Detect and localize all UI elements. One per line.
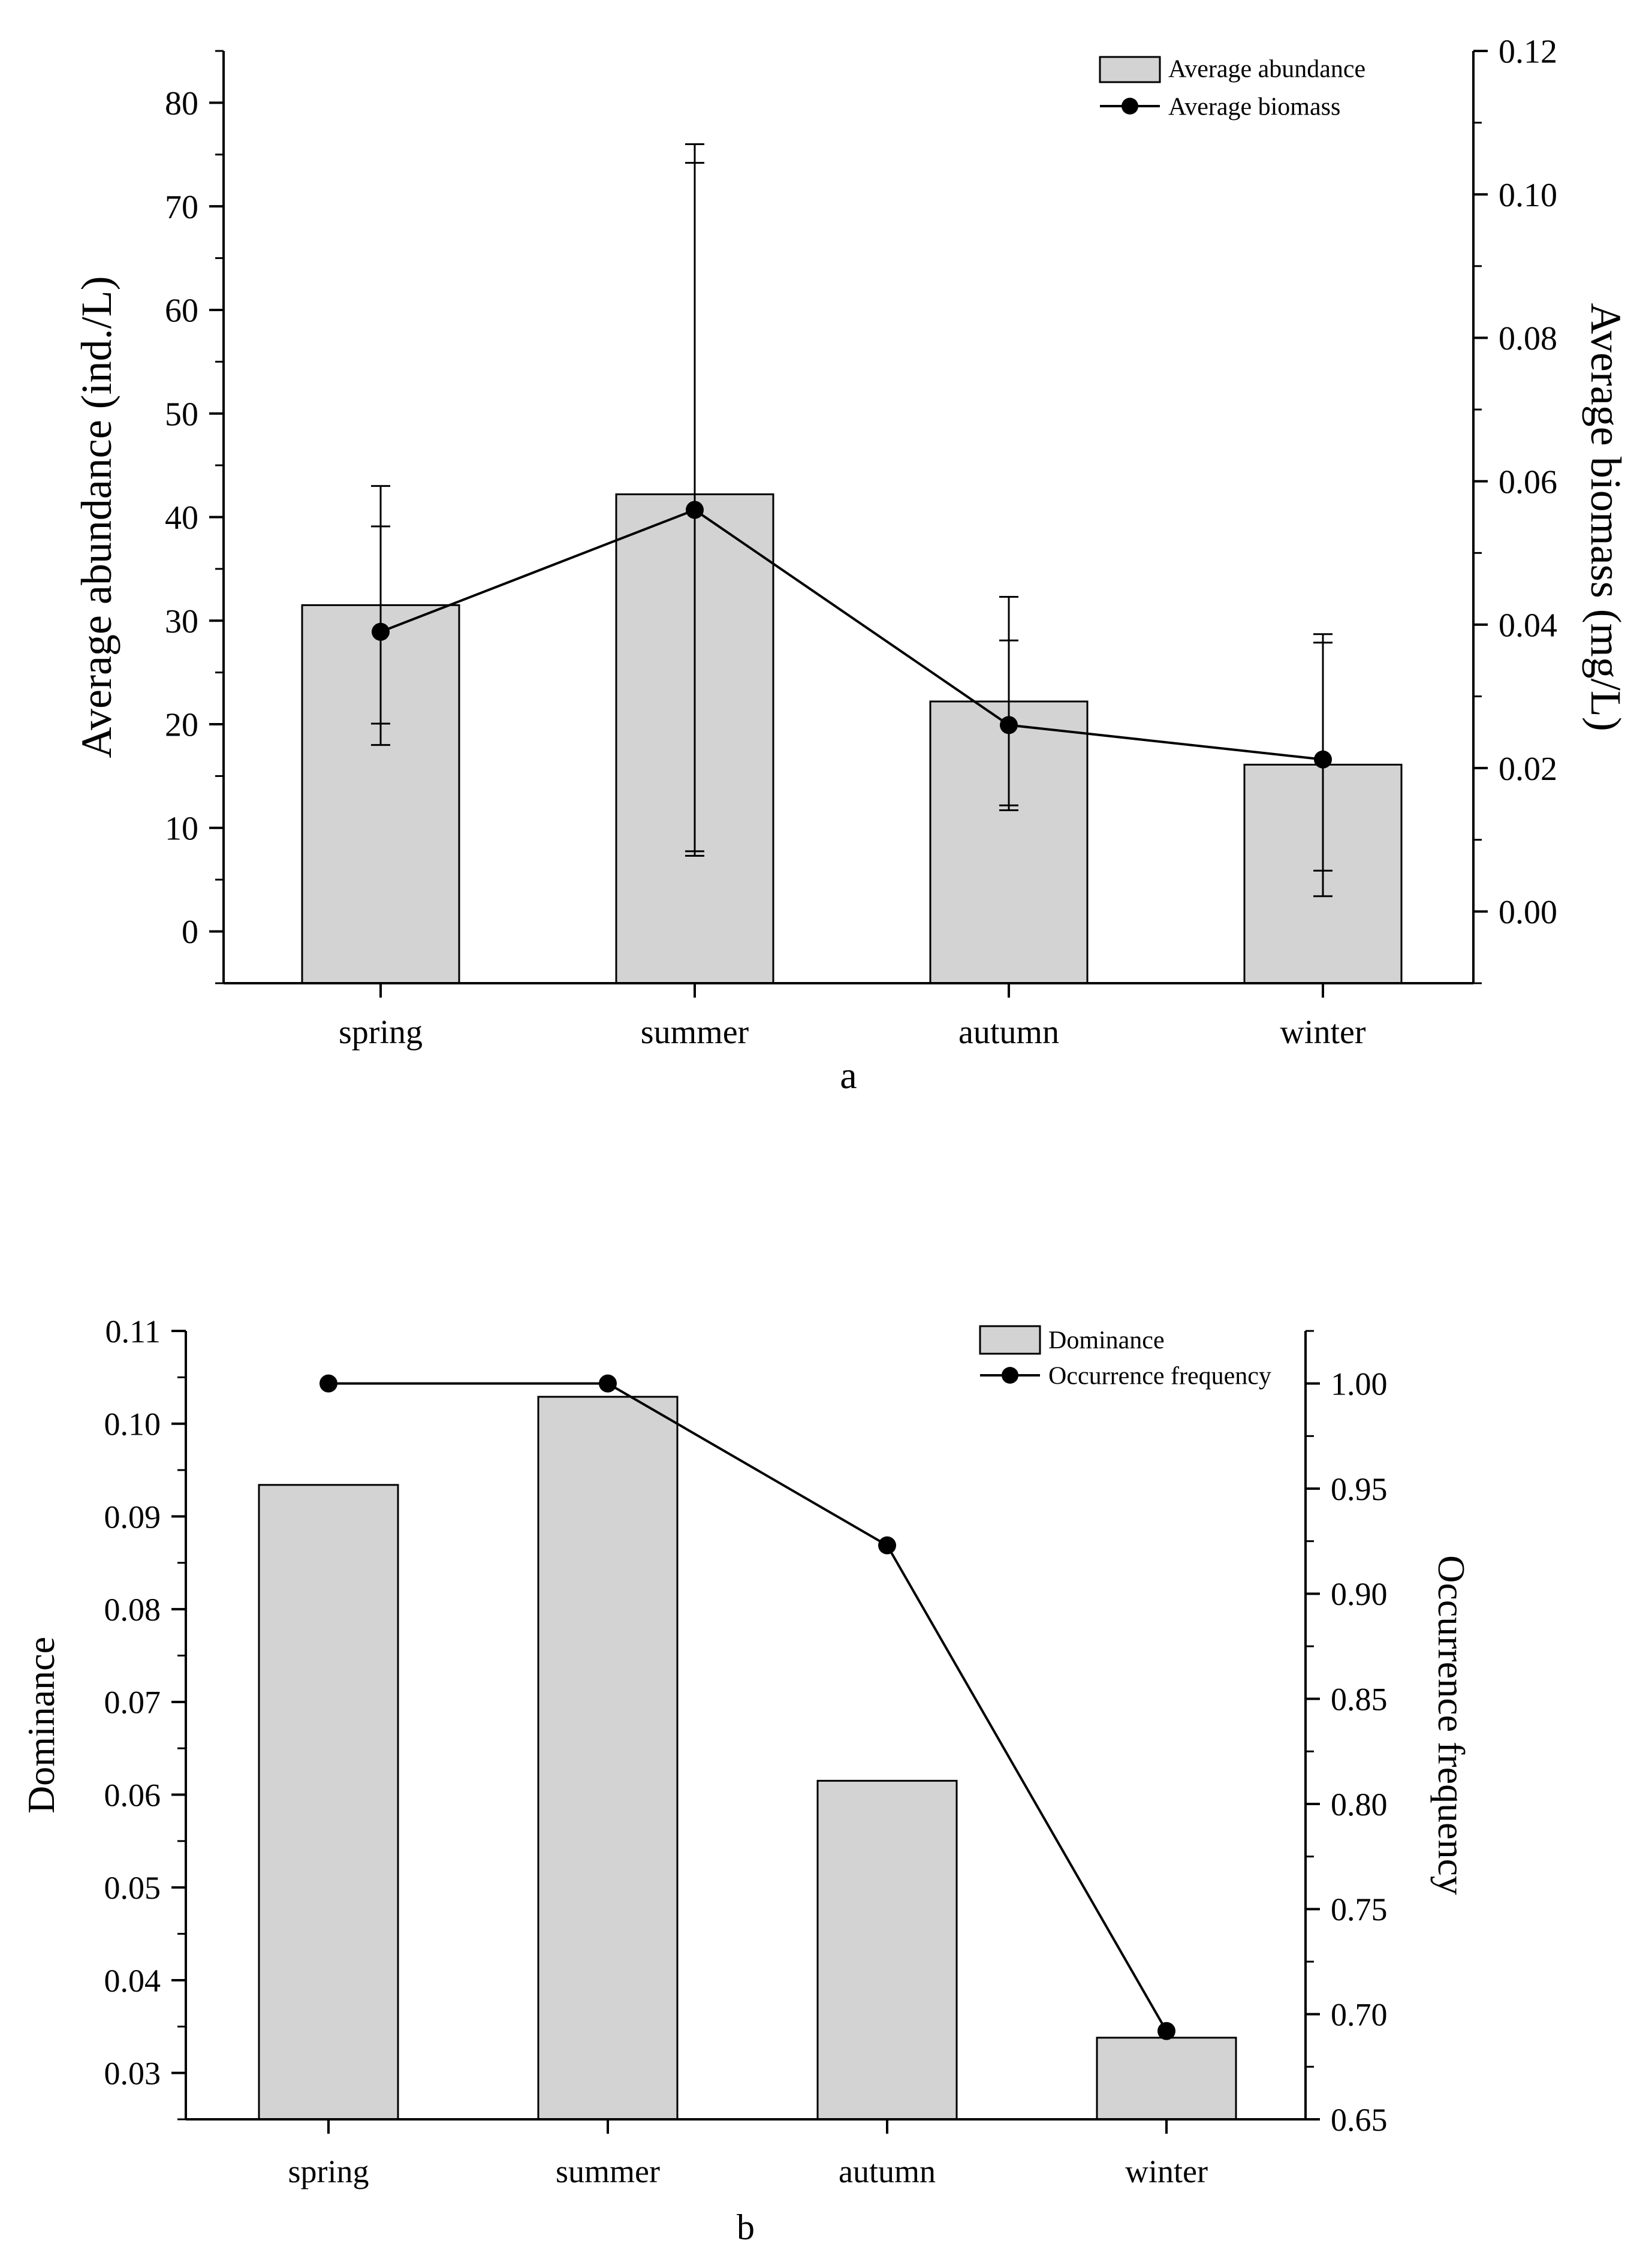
y-tick-label-left: 0.07 bbox=[104, 1685, 161, 1721]
y-axis-label-left: Dominance bbox=[20, 1637, 62, 1814]
legend-swatch-bar bbox=[1099, 56, 1161, 83]
bar-spring bbox=[258, 1484, 399, 2121]
y-tick-label-right: 0.95 bbox=[1331, 1471, 1388, 1507]
y-tick-label-left: 50 bbox=[165, 396, 198, 433]
point-autumn bbox=[878, 1536, 896, 1555]
chart-panel-a: 0 10 20 30 40 50 60 70 80 0.00 0.02 0.04 0.06 0.08 0.1… bbox=[73, 34, 1630, 1097]
x-tick-label-winter: winter bbox=[1125, 2153, 1208, 2189]
bar-autumn bbox=[816, 1779, 958, 2121]
legend-label-bar: Average abundance bbox=[1168, 56, 1365, 83]
legend-swatch-marker bbox=[1002, 1367, 1018, 1384]
chart-panel-b: 0.03 0.04 0.05 0.06 0.07 0.08 0.09 0.10 0.11 0.65… bbox=[20, 1314, 1473, 2247]
y-tick-label-left: 0.05 bbox=[104, 1870, 161, 1906]
y-tick-label-right: 0.85 bbox=[1331, 1682, 1388, 1718]
x-tick-label-summer: summer bbox=[641, 1014, 749, 1051]
legend-label-line: Occurrence frequency bbox=[1048, 1363, 1271, 1390]
y-tick-label-left: 0.08 bbox=[104, 1592, 161, 1628]
legend-label-line: Average biomass bbox=[1168, 94, 1340, 121]
legend-label-bar: Dominance bbox=[1048, 1327, 1165, 1354]
y-tick-label-right: 0.80 bbox=[1331, 1787, 1388, 1823]
y-tick-label-right: 0.65 bbox=[1331, 2102, 1388, 2138]
y-tick-label-left: 0.06 bbox=[104, 1777, 161, 1813]
y-tick-label-right: 0.90 bbox=[1331, 1576, 1388, 1612]
y-tick-label-right: 0.02 bbox=[1499, 751, 1557, 788]
y-tick-label-right: 1.00 bbox=[1331, 1366, 1388, 1402]
y-tick-label-right: 0.10 bbox=[1499, 177, 1557, 214]
bar-summer bbox=[537, 1396, 679, 2121]
point-summer bbox=[599, 1374, 617, 1393]
x-axis-label: b bbox=[737, 2207, 755, 2247]
point-summer bbox=[686, 501, 704, 519]
y-tick-label-left: 10 bbox=[165, 810, 198, 847]
y-axis-label-left: Average abundance (ind./L) bbox=[73, 276, 120, 758]
point-winter bbox=[1314, 750, 1332, 769]
y-tick-label-right: 0.00 bbox=[1499, 894, 1557, 931]
x-tick-label-autumn: autumn bbox=[839, 2153, 936, 2189]
y-tick-label-right: 0.04 bbox=[1499, 607, 1557, 644]
legend: Dominance Occurrence frequency bbox=[979, 1325, 1271, 1390]
x-tick-label-winter: winter bbox=[1280, 1014, 1365, 1051]
x-tick-label-spring: spring bbox=[339, 1014, 423, 1051]
bar-winter bbox=[1096, 2037, 1237, 2121]
y-tick-label-right: 0.75 bbox=[1331, 1891, 1388, 1927]
y-tick-label-right: 0.12 bbox=[1499, 34, 1557, 71]
y-tick-label-left: 30 bbox=[165, 603, 198, 640]
point-spring bbox=[372, 622, 390, 641]
y-tick-label-left: 0 bbox=[182, 914, 198, 951]
point-spring bbox=[319, 1374, 337, 1393]
y-tick-label-left: 20 bbox=[165, 707, 198, 744]
x-tick-label-spring: spring bbox=[288, 2153, 369, 2189]
x-tick-label-autumn: autumn bbox=[958, 1014, 1059, 1051]
y-axis-label-right: Occurrence frequency bbox=[1430, 1555, 1473, 1895]
y-axis-label-right: Average biomass (mg/L) bbox=[1582, 303, 1630, 731]
series-line bbox=[328, 1382, 1168, 2032]
legend: Average abundance Average biomass bbox=[1099, 56, 1365, 121]
y-tick-label-left: 0.03 bbox=[104, 2056, 161, 2092]
point-winter bbox=[1157, 2022, 1175, 2040]
y-tick-label-right: 0.06 bbox=[1499, 463, 1557, 501]
y-tick-label-left: 0.11 bbox=[105, 1314, 161, 1350]
y-tick-label-right: 0.70 bbox=[1331, 1997, 1388, 2033]
x-tick-label-summer: summer bbox=[556, 2153, 660, 2189]
y-tick-label-right: 0.08 bbox=[1499, 320, 1557, 357]
y-tick-label-left: 70 bbox=[165, 189, 198, 226]
legend-swatch-bar bbox=[979, 1325, 1041, 1355]
y-tick-label-left: 80 bbox=[165, 85, 198, 122]
series-line bbox=[380, 508, 1324, 761]
y-tick-label-left: 0.04 bbox=[104, 1963, 161, 1999]
y-tick-label-left: 40 bbox=[165, 499, 198, 537]
x-axis-label: a bbox=[840, 1054, 857, 1097]
y-tick-label-left: 0.09 bbox=[104, 1499, 161, 1535]
point-autumn bbox=[1000, 716, 1018, 734]
legend-swatch-marker bbox=[1122, 98, 1138, 115]
y-tick-label-left: 0.10 bbox=[104, 1406, 161, 1442]
y-tick-label-left: 60 bbox=[165, 293, 198, 330]
